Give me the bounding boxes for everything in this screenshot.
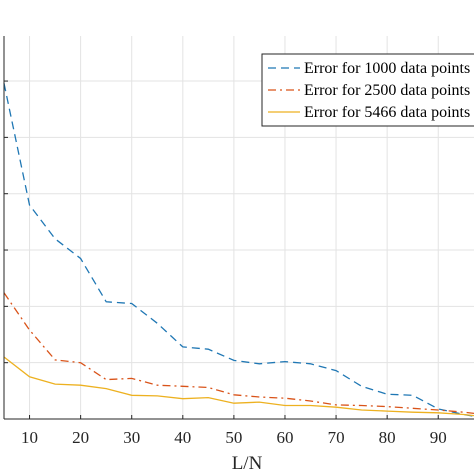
x-tick-label: 20 bbox=[72, 428, 89, 447]
x-tick-label: 40 bbox=[174, 428, 191, 447]
x-tick-label: 50 bbox=[225, 428, 242, 447]
x-tick-label: 60 bbox=[276, 428, 293, 447]
x-tick-label: 90 bbox=[430, 428, 447, 447]
series-line-2 bbox=[3, 292, 474, 415]
x-tick-label: 80 bbox=[379, 428, 396, 447]
legend: Error for 1000 data points Error for 2500… bbox=[261, 53, 474, 127]
x-axis-label: L/N bbox=[232, 453, 263, 474]
x-tick-label: 70 bbox=[328, 428, 345, 447]
legend-label-2: Error for 2500 data points bbox=[304, 82, 470, 99]
legend-label-3: Error for 5466 data points bbox=[304, 104, 470, 121]
axes bbox=[3, 36, 474, 420]
tick-labels: 10 20 30 40 50 60 70 80 90 bbox=[21, 428, 447, 447]
x-tick-label: 30 bbox=[123, 428, 140, 447]
series-layer bbox=[3, 83, 474, 417]
series-line-3 bbox=[3, 356, 474, 417]
legend-box bbox=[261, 53, 474, 127]
legend-label-1: Error for 1000 data points bbox=[304, 60, 470, 77]
series-line-1 bbox=[3, 83, 474, 417]
x-tick-label: 10 bbox=[21, 428, 38, 447]
